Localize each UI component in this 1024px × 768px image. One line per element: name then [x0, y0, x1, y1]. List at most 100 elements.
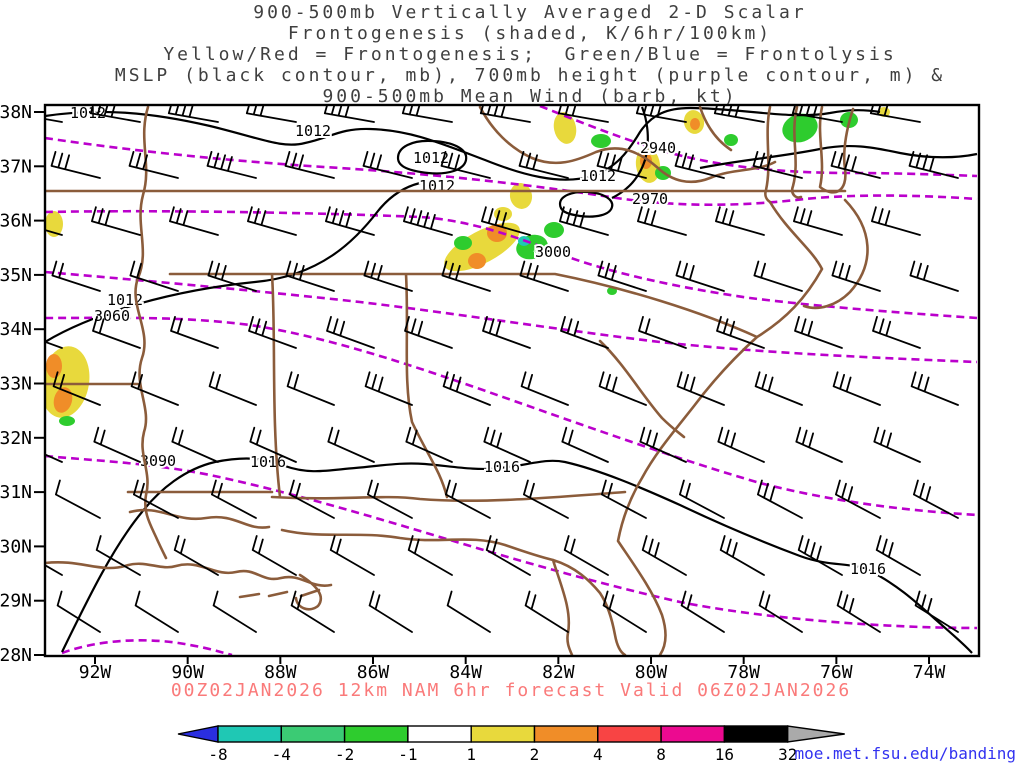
wind-barb	[597, 260, 647, 292]
wind-barb	[795, 426, 843, 463]
lat-label: 33N	[0, 374, 32, 395]
lon-label: 82W	[542, 662, 575, 683]
frontogenesis-shade-green	[454, 236, 472, 250]
site-link[interactable]: moe.met.fsu.edu/banding	[794, 744, 1016, 763]
wind-barb	[45, 340, 63, 349]
title-line-5: 900-500mb Mean Wind (barb, kt)	[322, 86, 738, 107]
wind-barb	[910, 371, 959, 406]
colorbar-segment	[660, 725, 726, 743]
wind-barb	[523, 479, 569, 519]
wind-barb	[91, 206, 141, 236]
wind-barb	[364, 371, 413, 406]
isobar-1012-east	[611, 106, 649, 199]
wind-barb	[713, 105, 765, 123]
wind-barb	[248, 316, 297, 349]
height-contour-label: 2970	[632, 190, 668, 208]
wind-barb	[325, 206, 375, 236]
wind-barb	[51, 260, 101, 292]
wind-barb	[601, 479, 647, 519]
wind-barb	[440, 151, 491, 179]
wind-barb	[485, 535, 531, 576]
wind-barb	[563, 535, 609, 576]
wind-barb	[719, 535, 765, 576]
lon-label: 78W	[727, 662, 760, 683]
wind-barb	[717, 426, 765, 463]
mslp-contour-label: 1016	[850, 560, 886, 578]
height-contour-3090	[45, 454, 978, 630]
frontogenesis-shade-orange	[46, 354, 62, 378]
wind-barb	[134, 590, 179, 633]
colorbar-segment	[407, 725, 472, 743]
wind-barb	[519, 260, 569, 292]
wind-barb	[92, 316, 141, 349]
wind-barb	[407, 535, 453, 576]
wind-barb	[835, 479, 881, 519]
isobar-1016	[61, 457, 973, 654]
frontogenesis-shade-green	[724, 134, 738, 146]
wind-barb	[289, 479, 335, 519]
wind-barb	[836, 590, 881, 633]
wind-barb	[45, 564, 63, 576]
wind-barb	[875, 535, 921, 576]
frontogenesis-shade-green	[544, 222, 564, 238]
colorbar-tick-label: -1	[398, 745, 417, 764]
height-contour-label: 2940	[640, 139, 676, 157]
wind-barb	[173, 535, 219, 576]
wind-barb	[245, 105, 297, 123]
isobar-1012-top	[45, 106, 881, 181]
wind-barbs	[45, 105, 959, 633]
wind-barb	[832, 371, 881, 406]
wind-barb	[89, 105, 141, 123]
wind-barb	[95, 535, 141, 576]
wind-barb	[55, 479, 101, 519]
wind-barb	[329, 535, 375, 576]
lat-label: 28N	[0, 645, 32, 666]
mslp-contour-label: 1012	[580, 167, 616, 185]
wind-barb	[367, 479, 413, 519]
wind-barb	[285, 260, 335, 292]
colorbar-segment	[280, 725, 346, 743]
wind-barb	[483, 426, 531, 463]
wind-barb	[914, 590, 959, 633]
height-contour-label: 3090	[140, 452, 176, 470]
lon-label: 76W	[820, 662, 853, 683]
colorbar-tick-label: -2	[335, 745, 354, 764]
height-contour-3060	[45, 316, 978, 517]
wind-barb	[679, 479, 725, 519]
wind-barb	[129, 260, 179, 292]
frontogenesis-shade-orange	[487, 224, 507, 242]
wind-barb	[676, 371, 725, 406]
wind-barb	[169, 206, 219, 236]
wind-barb	[323, 105, 375, 123]
colorbar-tick-label: -4	[272, 745, 291, 764]
wind-barb	[913, 479, 959, 519]
wind-barb	[909, 260, 959, 292]
wind-barb	[284, 151, 335, 179]
mslp-contour-label: 1012	[70, 104, 106, 122]
wind-barb	[754, 371, 803, 406]
wind-barb	[797, 535, 843, 576]
wind-barb	[404, 316, 453, 349]
lat-label: 30N	[0, 536, 32, 557]
colorbar-tick-label: 16	[715, 745, 734, 764]
colorbar-segment	[597, 725, 662, 743]
frontogenesis-shade-orange	[53, 387, 73, 413]
wind-barb	[557, 105, 609, 123]
wind-barb	[561, 426, 609, 463]
wind-barb	[560, 316, 609, 349]
mslp-contour-label: 1012	[413, 149, 449, 167]
lon-label: 84W	[449, 662, 482, 683]
mississippi-river-path	[134, 105, 168, 560]
wind-barb	[715, 206, 765, 236]
lat-label: 37N	[0, 156, 32, 177]
title-line-4: MSLP (black contour, mb), 700mb height (…	[114, 65, 946, 86]
height-contour-3120	[61, 639, 233, 656]
lon-label: 80W	[635, 662, 668, 683]
wind-barb	[249, 426, 297, 463]
frontogenesis-shade-yellow	[509, 183, 533, 209]
lon-label: 86W	[357, 662, 390, 683]
wind-barb	[482, 316, 531, 349]
title-line-3: Yellow/Red = Frontogenesis; Green/Blue =…	[163, 44, 897, 65]
wind-barb	[93, 426, 141, 463]
